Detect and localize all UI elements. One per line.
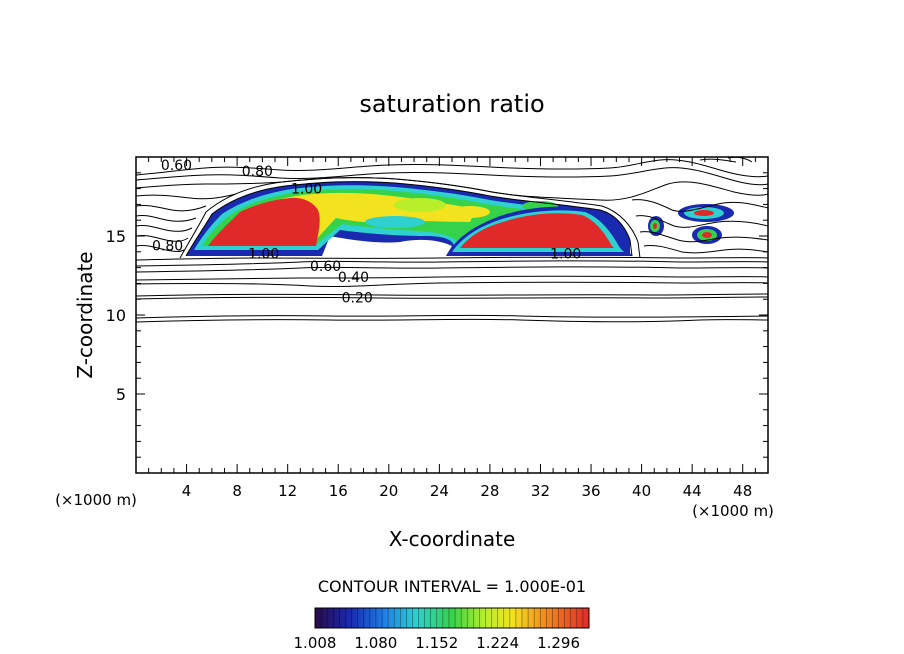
y-axis-label: Z-coordinate <box>73 251 97 378</box>
contour-label: 0.60 <box>310 259 341 275</box>
x-tick-label: 16 <box>329 482 348 500</box>
plot-area: 0.60 0.801.000.80 1.00 1.000.600.400.20 <box>136 157 768 323</box>
colorbar-tick-label: 1.224 <box>476 634 519 652</box>
y-tick-label: 10 <box>106 306 126 325</box>
x-tick-label: 44 <box>683 482 702 500</box>
chart-title: saturation ratio <box>359 90 544 118</box>
colorbar-tick-label: 1.152 <box>415 634 458 652</box>
colorbar-tick-label: 1.008 <box>294 634 337 652</box>
y-axis-ticks: 5 10 15 <box>106 172 768 458</box>
contour-label: 1.00 <box>550 246 581 262</box>
patch <box>365 216 425 228</box>
contour-label: 1.00 <box>291 182 322 198</box>
contour-label: 0.20 <box>342 291 373 307</box>
colorbar-gradient <box>314 607 590 629</box>
x-tick-label: 40 <box>632 482 651 500</box>
colorbar-tick-label: 1.296 <box>537 634 580 652</box>
x-tick-label: 8 <box>232 482 242 500</box>
x-tick-label: 48 <box>733 482 752 500</box>
colorbar-tick-label: 1.080 <box>354 634 397 652</box>
x-tick-label: 24 <box>430 482 449 500</box>
x-tick-label: 12 <box>278 482 297 500</box>
x-tick-label: 20 <box>379 482 398 500</box>
contour-label: 0.80 <box>152 238 183 254</box>
patch <box>338 202 382 218</box>
x-tick-label: 32 <box>531 482 550 500</box>
contour-label: 0.80 <box>242 164 273 180</box>
colored-field <box>186 181 734 256</box>
x-unit-label: (×1000 m) <box>692 502 774 520</box>
contour-label: 1.00 <box>248 246 279 262</box>
z-unit-label: (×1000 m) <box>55 491 137 509</box>
small-cell <box>702 232 712 238</box>
patch <box>450 206 490 218</box>
small-cell <box>653 223 657 229</box>
contour-lines <box>136 157 768 323</box>
x-axis-label: X-coordinate <box>389 527 516 551</box>
contour-label: 0.60 <box>161 158 192 174</box>
y-tick-label: 5 <box>116 385 126 404</box>
contour-interval-text: CONTOUR INTERVAL = 1.000E-01 <box>318 577 586 596</box>
contour-labels: 0.60 0.801.000.80 1.00 1.000.600.400.20 <box>152 158 581 307</box>
colorbar: 1.008 1.080 1.152 1.224 1.296 <box>294 607 590 652</box>
colorbar-stripes <box>320 608 584 628</box>
x-tick-label: 28 <box>480 482 499 500</box>
contour-label: 0.40 <box>338 270 369 286</box>
x-axis-ticks: 4 8 12 16 20 24 28 32 36 40 44 48 <box>148 157 756 500</box>
red-cell-left <box>208 197 320 246</box>
x-tick-label: 4 <box>182 482 192 500</box>
y-tick-label: 15 <box>106 227 126 246</box>
colorbar-tick-labels: 1.008 1.080 1.152 1.224 1.296 <box>294 634 581 652</box>
patch <box>394 198 446 212</box>
x-tick-label: 36 <box>581 482 600 500</box>
small-cell <box>694 210 714 216</box>
red-cell-right-core <box>460 213 614 248</box>
